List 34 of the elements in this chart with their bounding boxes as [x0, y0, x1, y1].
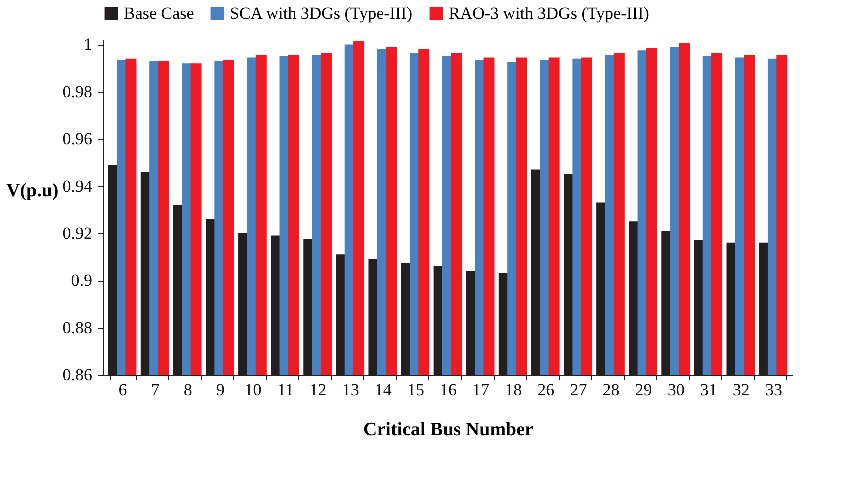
- x-tick-label: 9: [216, 380, 225, 400]
- y-tick-label: 0.96: [62, 130, 92, 149]
- y-tick-label: 0.88: [62, 318, 92, 338]
- legend-label: Base Case: [124, 4, 194, 23]
- x-tick-label: 8: [184, 380, 192, 400]
- x-tick-label: 11: [278, 380, 294, 400]
- x-tick-label: 31: [700, 380, 718, 400]
- y-tick-label: 0.98: [62, 82, 92, 102]
- x-tick-label: 15: [407, 380, 424, 400]
- x-tick-label: 13: [342, 380, 360, 400]
- y-tick-label: 0.9: [71, 271, 92, 290]
- x-tick-label: 6: [118, 380, 128, 400]
- y-tick-label: 1: [84, 35, 92, 54]
- x-tick-label: 17: [472, 380, 490, 400]
- x-axis-title: Critical Bus Number: [364, 420, 534, 440]
- y-tick-label: 0.86: [62, 366, 92, 384]
- legend-label: RAO-3 with 3DGs (Type-III): [449, 4, 650, 23]
- y-tick-label: 0.92: [62, 224, 92, 243]
- x-tick-label: 26: [538, 380, 555, 400]
- x-tick-label: 33: [765, 380, 782, 400]
- x-tick-label: 16: [440, 380, 457, 400]
- x-tick-label: 32: [732, 380, 750, 400]
- x-tick-label: 14: [374, 380, 392, 400]
- x-tick-label: 10: [244, 380, 262, 400]
- y-tick-label: 0.94: [62, 176, 93, 196]
- x-tick-label: 28: [602, 380, 620, 400]
- x-tick-label: 27: [570, 380, 588, 400]
- x-tick-label: 18: [505, 380, 522, 400]
- y-axis-title: V(p.u): [6, 180, 59, 202]
- x-tick-label: 12: [310, 380, 327, 400]
- legend-label: SCA with 3DGs (Type-III): [230, 4, 412, 23]
- x-tick-label: 29: [635, 380, 652, 400]
- x-tick-label: 7: [151, 380, 160, 400]
- x-tick-label: 30: [668, 380, 685, 400]
